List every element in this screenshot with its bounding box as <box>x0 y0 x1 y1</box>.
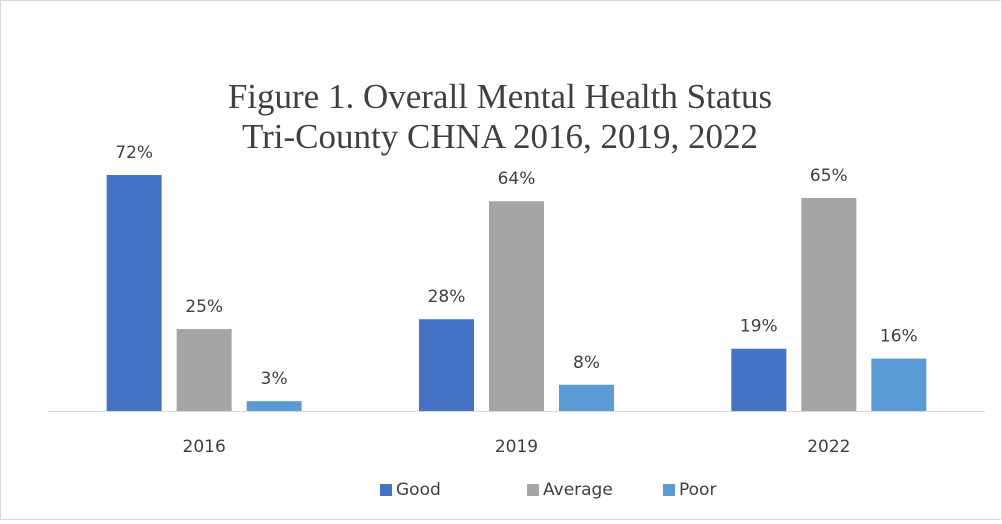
data-label: 3% <box>261 369 288 389</box>
x-tick-label: 2019 <box>495 437 538 457</box>
data-label: 28% <box>428 287 466 307</box>
data-label: 8% <box>573 353 600 373</box>
x-tick-label: 2016 <box>183 437 226 457</box>
legend-swatch <box>527 484 539 496</box>
bar <box>801 197 857 411</box>
legend-label: Poor <box>679 480 716 500</box>
chart-subtitle: Tri-County CHNA 2016, 2019, 2022 <box>242 117 758 156</box>
data-label: 25% <box>185 297 223 317</box>
data-label: 65% <box>810 166 848 186</box>
bar <box>246 401 302 411</box>
chart-title: Figure 1. Overall Mental Health Status <box>228 77 772 116</box>
data-label: 64% <box>498 169 536 189</box>
legend-swatch <box>380 484 392 496</box>
data-label: 19% <box>740 317 778 337</box>
bar <box>871 358 927 411</box>
bar <box>176 329 232 411</box>
bar <box>489 201 544 411</box>
bar <box>559 384 614 411</box>
legend-label: Good <box>396 480 441 500</box>
bar <box>419 319 474 411</box>
legend-swatch <box>663 484 675 496</box>
bar <box>106 175 162 411</box>
legend-label: Average <box>543 480 613 500</box>
x-tick-label: 2022 <box>807 437 850 457</box>
data-label: 16% <box>880 327 918 347</box>
data-label: 72% <box>115 143 153 163</box>
bar <box>731 348 787 411</box>
